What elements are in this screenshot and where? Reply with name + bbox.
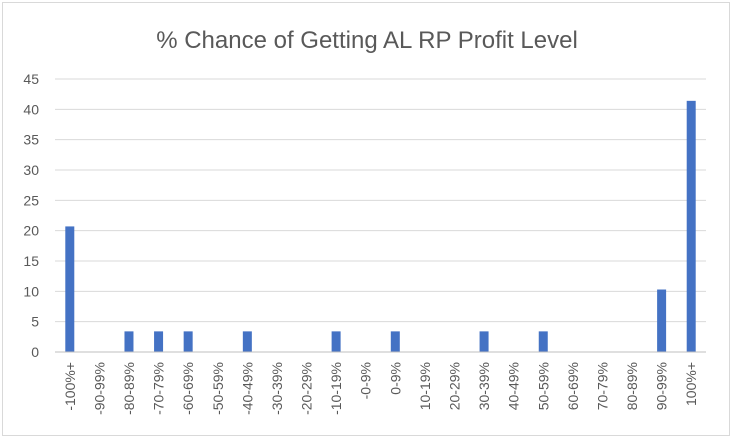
y-tick-label: 15	[23, 253, 39, 269]
y-axis-ticks: 0 5 10 15 20 25 30 35 40 45	[23, 71, 39, 360]
x-tick-label: 50-59%	[535, 362, 551, 410]
x-tick-label: -70-79%	[151, 362, 167, 415]
x-tick-label: 100%+	[683, 362, 699, 406]
bar-6	[242, 331, 252, 352]
chart-title: % Chance of Getting AL RP Profit Level	[156, 27, 578, 54]
y-tick-label: 35	[23, 132, 39, 148]
bar-9	[331, 331, 341, 352]
y-tick-label: 30	[23, 162, 39, 178]
bar-21	[686, 100, 696, 352]
bar-16	[538, 331, 548, 352]
x-tick-label: -40-49%	[239, 362, 255, 415]
bar-20	[657, 289, 667, 352]
x-tick-label: -0-9%	[358, 362, 374, 399]
x-tick-label: -90-99%	[91, 362, 107, 415]
chart-frame	[2, 2, 730, 436]
bar-14	[479, 331, 489, 352]
x-tick-label: 20-29%	[446, 362, 462, 410]
x-axis-ticks: -100%+ -90-99% -80-89% -70-79% -60-69% -50-59…	[62, 362, 699, 415]
bar-11	[390, 331, 400, 352]
x-tick-label: 40-49%	[506, 362, 522, 410]
y-tick-label: 45	[23, 71, 39, 87]
y-tick-label: 5	[31, 314, 39, 330]
bar-0	[65, 226, 75, 352]
y-tick-label: 25	[23, 192, 39, 208]
y-tick-label: 10	[23, 283, 39, 299]
x-tick-label: 60-69%	[565, 362, 581, 410]
x-tick-label: 90-99%	[654, 362, 670, 410]
x-tick-label: -30-39%	[269, 362, 285, 415]
x-tick-label: -60-69%	[180, 362, 196, 415]
x-tick-label: 10-19%	[417, 362, 433, 410]
x-tick-label: 30-39%	[476, 362, 492, 410]
x-tick-label: -50-59%	[210, 362, 226, 415]
gridlines	[55, 78, 706, 323]
x-tick-label: 70-79%	[594, 362, 610, 410]
x-tick-label: -100%+	[62, 362, 78, 411]
y-tick-label: 0	[31, 344, 39, 360]
x-tick-label: 80-89%	[624, 362, 640, 410]
y-tick-label: 20	[23, 223, 39, 239]
y-tick-label: 40	[23, 101, 39, 117]
bar-2	[124, 331, 134, 352]
bars	[65, 100, 696, 352]
bar-4	[183, 331, 193, 352]
x-tick-label: 0-9%	[387, 362, 403, 395]
bar-3	[154, 331, 164, 352]
x-tick-label: -10-19%	[328, 362, 344, 415]
x-tick-label: -20-29%	[299, 362, 315, 415]
x-tick-label: -80-89%	[121, 362, 137, 415]
